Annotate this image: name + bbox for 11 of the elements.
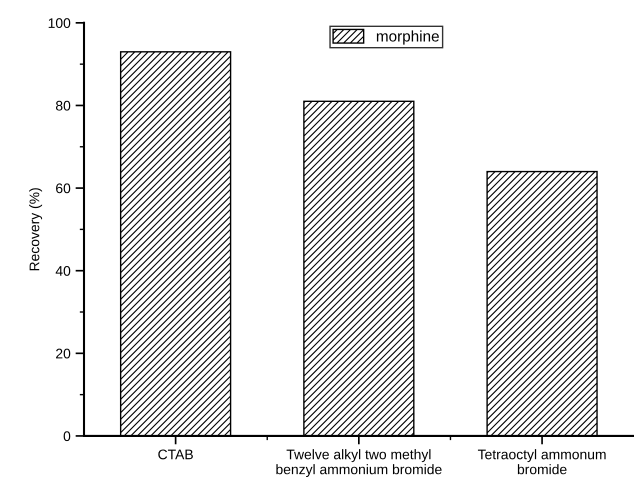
y-tick-label: 0 <box>64 431 70 442</box>
y-tick-label: 20 <box>56 348 70 358</box>
x-tick-label: CTAB <box>158 450 193 460</box>
y-tick-label: 100 <box>48 18 70 28</box>
y-tick-label: 40 <box>56 266 70 276</box>
y-tick-label: 80 <box>56 100 70 111</box>
y-axis-title: Recovery (%) <box>29 188 42 270</box>
y-tick-label: 60 <box>56 183 70 194</box>
x-tick-label: Twelve alkyl two methyl benzyl ammonium bromide <box>276 449 442 478</box>
x-tick-label: Tetraoctyl ammonum bromide <box>478 449 606 474</box>
legend-label: morphine <box>376 30 439 45</box>
